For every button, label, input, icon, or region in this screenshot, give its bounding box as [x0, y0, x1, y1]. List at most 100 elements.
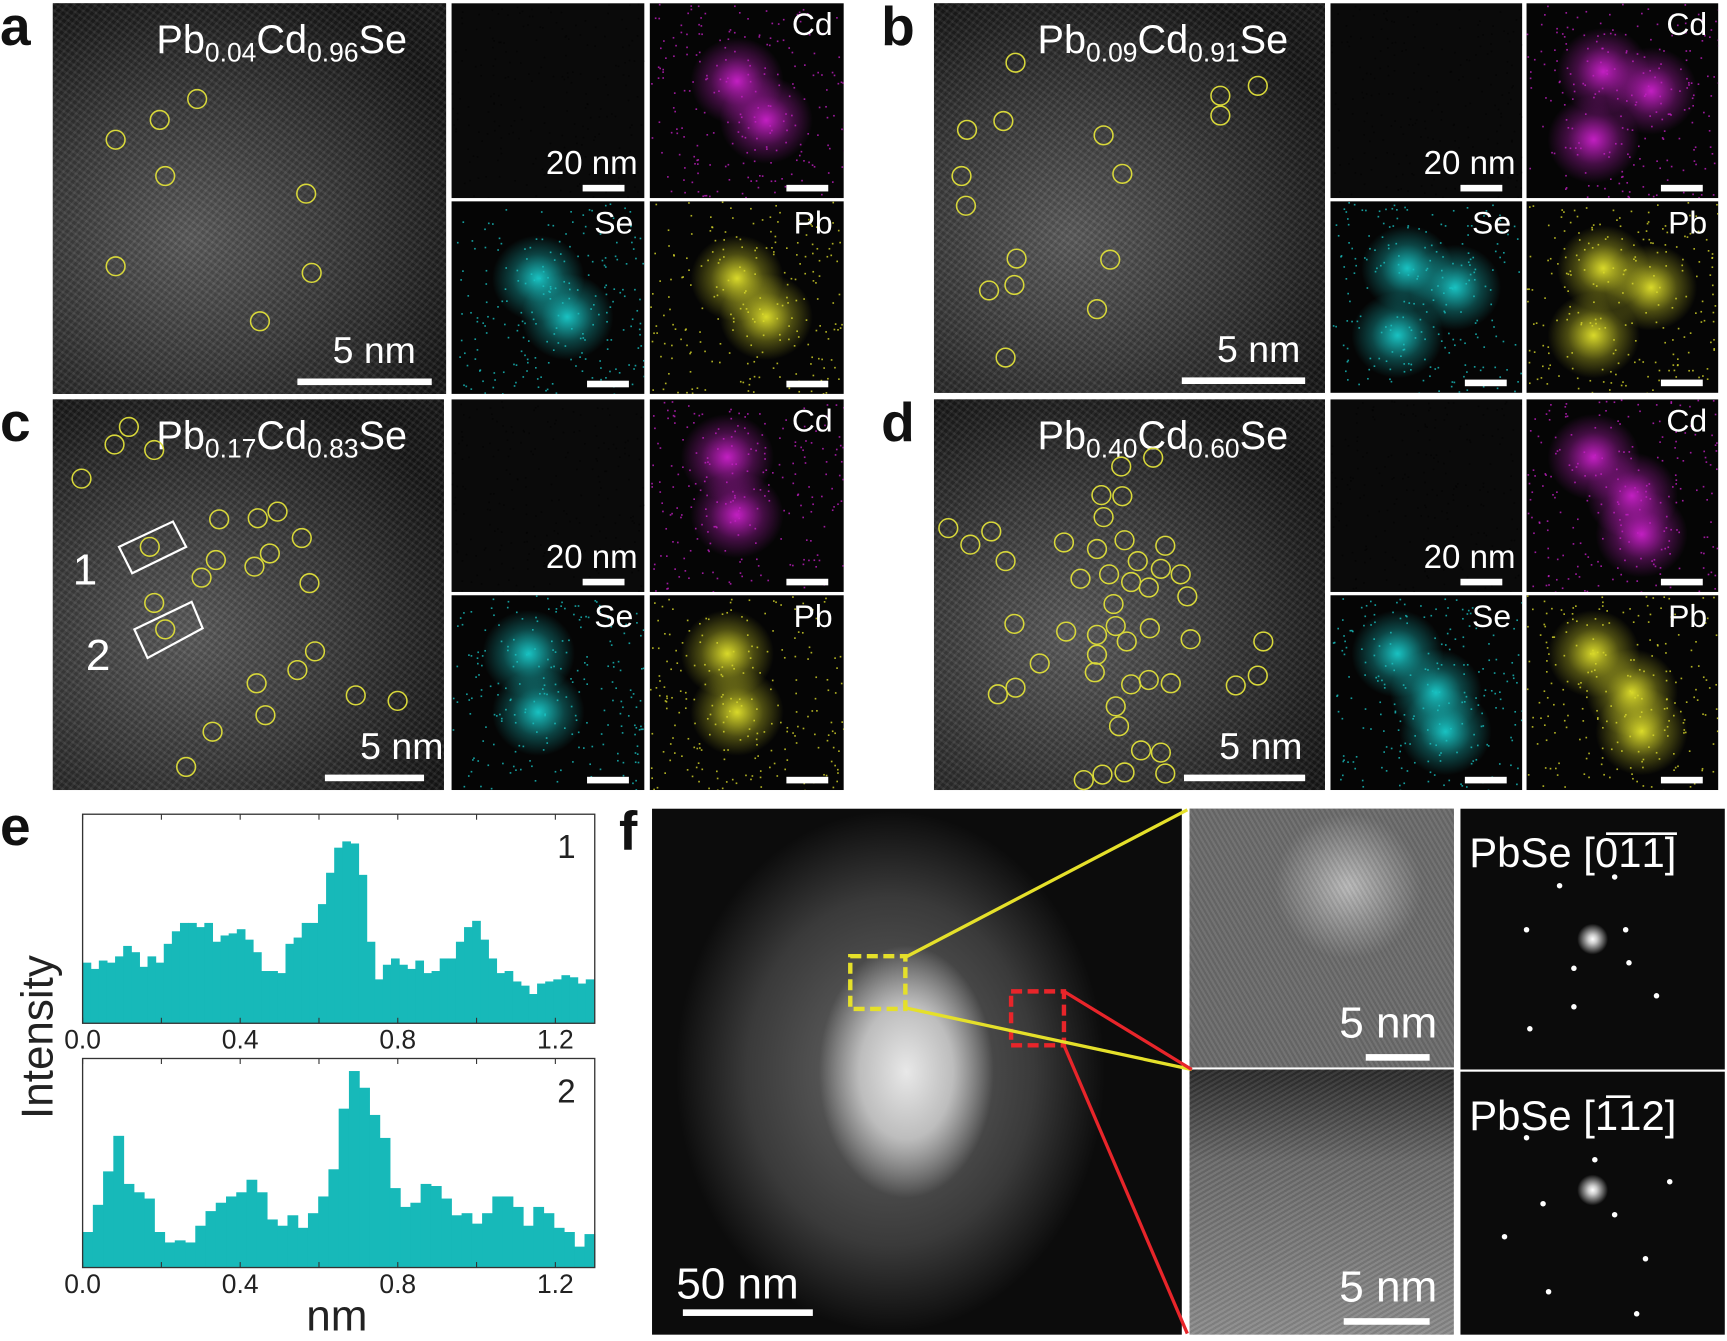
zone-axis-suffix: ] [1665, 1094, 1677, 1140]
x-tick-label: 0.8 [379, 1025, 416, 1056]
formula-base2: Cd [256, 413, 307, 458]
histogram-bar [144, 1199, 155, 1268]
fft-pattern: PbSe [0̅1̅1̅] [1460, 809, 1724, 1070]
element-label: Se [1472, 600, 1511, 636]
histogram-bar [302, 923, 311, 1023]
scale-bar [583, 185, 625, 192]
formula-label: Pb0.09Cd0.91Se [1038, 17, 1289, 70]
diffraction-spot [1502, 1234, 1508, 1240]
eds-map-Cd: Cd [650, 399, 844, 592]
histogram-bar [537, 984, 546, 1024]
histogram-bar [328, 1169, 339, 1267]
histogram-bar [399, 965, 408, 1024]
histogram-bar [318, 1196, 329, 1267]
histogram-bar [124, 1184, 135, 1268]
series-label: 1 [557, 830, 575, 867]
histogram-bar [334, 848, 343, 1024]
histogram-bar [440, 958, 449, 1023]
stem-overview-image [652, 809, 1182, 1335]
histogram-bar [553, 979, 562, 1023]
diffraction-spot [1571, 1004, 1577, 1010]
histogram-bar [415, 961, 424, 1024]
element-label: Cd [792, 8, 833, 44]
histogram-bar [410, 1203, 421, 1268]
scale-bar [1465, 777, 1507, 784]
histogram-bar [134, 1192, 145, 1267]
histogram-bar [533, 1207, 544, 1268]
histogram-bar [456, 942, 465, 1024]
scale-bar [1366, 1054, 1430, 1061]
scale-bar [583, 579, 625, 586]
histogram-bar [99, 961, 108, 1024]
element-label: Cd [792, 404, 833, 440]
histogram-bar [326, 873, 335, 1024]
zone-axis-label: PbSe [1̅12] [1469, 1094, 1676, 1141]
histogram-plot-2 [83, 1058, 595, 1267]
histogram-bar [570, 977, 579, 1023]
diffraction-spot [1571, 966, 1577, 972]
histogram-bar [523, 1226, 534, 1268]
histogram-bar [586, 979, 595, 1023]
histogram-bar [310, 923, 319, 1023]
scale-bar [1661, 185, 1703, 192]
element-label: Se [594, 206, 633, 242]
histogram-bar [561, 975, 570, 1023]
histogram-bar [350, 843, 359, 1023]
histogram-bar [339, 1109, 350, 1268]
histogram-bar [175, 1240, 186, 1267]
zone-axis-prefix: PbSe [ [1469, 831, 1595, 877]
element-label: Cd [1666, 8, 1707, 44]
diffraction-spot [1592, 1157, 1598, 1163]
diffraction-spot [1546, 1289, 1552, 1295]
x-tick-label: 0.0 [64, 1270, 101, 1301]
histogram-bar [448, 958, 457, 1023]
histogram-bar [83, 963, 92, 1024]
histogram-bar [369, 1115, 380, 1268]
histogram-bar [564, 1232, 575, 1268]
y-axis-label: Intensity [14, 955, 64, 1120]
histogram-bar [407, 969, 416, 1023]
scale-bar-label: 5 nm [333, 330, 416, 373]
box-label-1: 1 [73, 546, 98, 596]
eds-map-Se: Se [452, 201, 645, 394]
histogram-plot-1 [83, 814, 595, 1023]
formula-sub2: 0.96 [307, 39, 358, 69]
formula-sub1: 0.09 [1086, 39, 1137, 69]
eds-map-Se: Se [452, 595, 645, 790]
histogram-bar [472, 921, 481, 1023]
formula-sub1: 0.04 [205, 39, 256, 69]
eds-map-Pb: Pb [650, 595, 844, 790]
scale-bar [1661, 579, 1703, 586]
histogram-bar [375, 979, 384, 1023]
element-label: Cd [1666, 404, 1707, 440]
formula-base2: Cd [1137, 17, 1188, 62]
histogram-bar [267, 1219, 278, 1267]
x-tick-label: 0.8 [379, 1270, 416, 1301]
histogram-bar [172, 931, 181, 1023]
formula-base1: Pb [1038, 17, 1087, 62]
histogram-bar [257, 1192, 268, 1267]
histogram-bar [521, 986, 530, 1024]
histogram-bar [318, 904, 327, 1023]
series-label: 2 [557, 1074, 575, 1111]
haadf-image: 20 nm [1330, 399, 1522, 592]
zone-axis-label: PbSe [0̅1̅1̅] [1469, 831, 1676, 878]
histogram-bar [237, 929, 246, 1023]
histogram-bar [164, 944, 173, 1023]
histogram-bar [390, 1188, 401, 1267]
formula-base2: Cd [256, 17, 307, 62]
scale-bar [1661, 380, 1703, 387]
element-label: Pb [1668, 600, 1707, 636]
eds-map-Pb: Pb [650, 201, 844, 394]
histogram-bar [423, 973, 432, 1023]
x-tick-label: 0.4 [222, 1025, 259, 1056]
diffraction-spot [1623, 927, 1629, 933]
histogram-bar [578, 984, 587, 1024]
formula-base3: Se [359, 413, 408, 458]
histogram-bar [195, 1226, 206, 1268]
scale-bar-label: 20 nm [1424, 145, 1516, 182]
scale-bar-label: 5 nm [1219, 726, 1302, 769]
histogram-bar [180, 923, 189, 1023]
histogram-bar [156, 963, 165, 1024]
formula-sub2: 0.91 [1188, 39, 1239, 69]
